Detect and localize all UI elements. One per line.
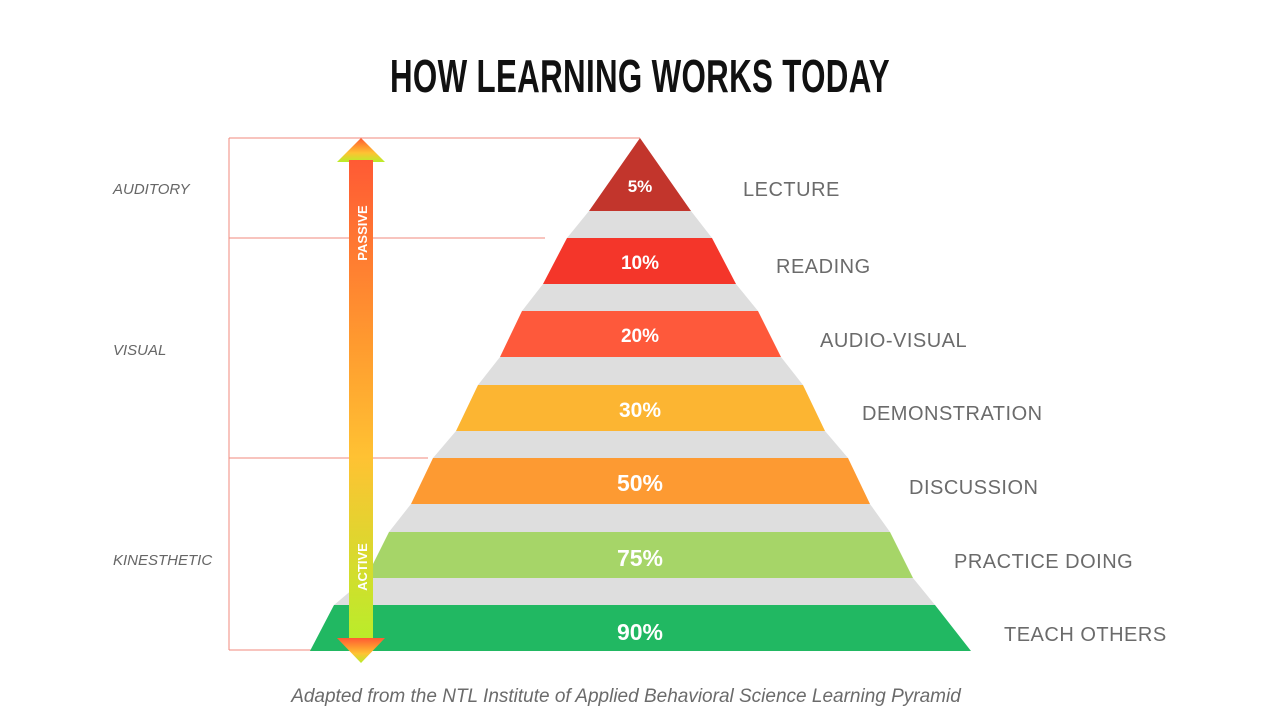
tier-percent-label: 5% <box>628 177 653 196</box>
tier-percent-label: 20% <box>621 326 659 347</box>
tier-method-label: AUDIO-VISUAL <box>820 330 967 352</box>
passive-active-arrow: PASSIVE ACTIVE <box>337 138 385 663</box>
arrow-label-passive: PASSIVE <box>355 205 370 261</box>
pyramid-tiers: 5% LECTURE 10% READING 20% AUDIO-VISUAL 30% DEM… <box>310 138 1167 651</box>
tier-method-label: LECTURE <box>743 179 840 201</box>
tier-percent-label: 30% <box>619 399 661 422</box>
tier-method-label: READING <box>776 256 871 278</box>
pyramid-tier-6 <box>366 532 913 578</box>
tier-percent-label: 75% <box>617 545 663 571</box>
pyramid-shadows <box>334 211 935 605</box>
tier-shadow <box>567 211 712 238</box>
pyramid-tier-2 <box>543 238 736 284</box>
tier-percent-label: 90% <box>617 619 663 645</box>
arrow-label-active: ACTIVE <box>355 543 370 591</box>
style-label-visual: VISUAL <box>113 342 166 359</box>
source-caption: Adapted from the NTL Institute of Applie… <box>290 686 962 707</box>
tier-method-label: DEMONSTRATION <box>862 403 1043 425</box>
tier-method-label: PRACTICE DOING <box>954 551 1133 573</box>
arrow-up-head <box>337 138 385 162</box>
tier-percent-label: 10% <box>621 253 659 274</box>
tier-method-label: DISCUSSION <box>909 477 1038 499</box>
style-label-kinesthetic: KINESTHETIC <box>113 552 212 569</box>
tier-shadow <box>522 284 758 311</box>
pyramid-tier-3 <box>500 311 781 357</box>
pyramid-tier-1 <box>589 138 691 211</box>
arrow-shaft <box>349 160 373 640</box>
tier-shadow <box>389 504 890 532</box>
pyramid-tier-4 <box>456 385 825 431</box>
tier-shadow <box>433 431 848 458</box>
tier-shadow <box>334 578 935 605</box>
pyramid-tier-7 <box>310 605 971 651</box>
learning-style-brackets <box>228 137 640 651</box>
pyramid-tier-5 <box>411 458 870 504</box>
tier-method-label: TEACH OTHERS <box>1004 624 1167 646</box>
style-label-auditory: AUDITORY <box>112 181 191 198</box>
tier-percent-label: 50% <box>617 470 663 496</box>
tier-shadow <box>478 357 803 385</box>
arrow-down-head <box>337 638 385 663</box>
page-title: HOW LEARNING WORKS TODAY <box>390 50 890 102</box>
